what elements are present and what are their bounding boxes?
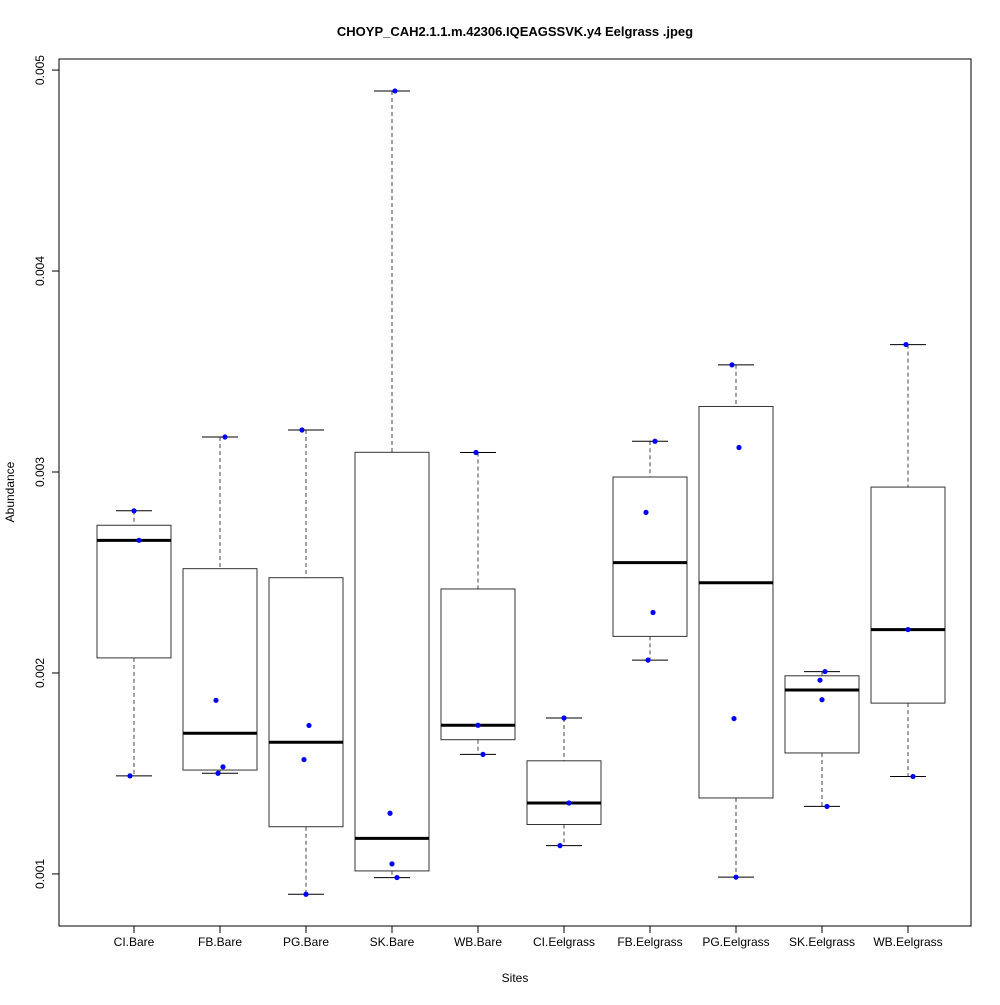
- box-ci-bare: [96, 508, 172, 779]
- x-axis: CI.Bare FB.Bare PG.Bare SK.Bare WB.Bare CI.Ee…: [114, 926, 943, 949]
- box-sk-eelgrass: [784, 668, 860, 810]
- x-axis-label: Sites: [502, 971, 529, 985]
- data-point: [215, 770, 221, 776]
- chart-title: CHOYP_CAH2.1.1.m.42306.IQEAGSSVK.y4 Eelg…: [337, 24, 693, 39]
- data-point: [736, 444, 742, 451]
- y-tick-label: 0.002: [33, 658, 47, 688]
- x-tick-label: PG.Eelgrass: [702, 935, 769, 949]
- data-point: [733, 874, 739, 880]
- iqr-box: [784, 675, 860, 754]
- iqr-box: [182, 568, 258, 771]
- x-tick-label: WB.Bare: [454, 935, 502, 949]
- box-pg-bare: [268, 427, 344, 897]
- box-ci-eelgrass: [526, 715, 602, 849]
- x-tick-label: PG.Bare: [283, 935, 329, 949]
- data-point: [136, 537, 142, 543]
- data-point: [220, 764, 226, 770]
- y-tick-label: 0.001: [33, 859, 47, 889]
- y-axis: 0.001 0.002 0.003 0.004 0.005: [33, 55, 59, 889]
- box-fb-eelgrass: [612, 438, 688, 663]
- box-wb-eelgrass: [870, 341, 946, 780]
- iqr-box: [96, 524, 172, 659]
- x-tick-label: CI.Bare: [114, 935, 155, 949]
- data-point: [817, 677, 823, 683]
- data-point: [819, 697, 825, 703]
- plot-frame: [58, 58, 972, 927]
- data-point: [392, 88, 398, 94]
- data-point: [566, 800, 572, 806]
- data-point: [301, 756, 307, 763]
- data-point: [389, 861, 395, 867]
- data-point: [822, 668, 828, 675]
- x-tick-label: FB.Bare: [198, 935, 242, 949]
- data-point: [643, 509, 649, 515]
- boxes: [96, 88, 946, 897]
- x-tick-label: WB.Eelgrass: [873, 935, 942, 949]
- data-point: [905, 626, 911, 633]
- x-tick-label: CI.Eelgrass: [533, 935, 595, 949]
- iqr-box: [612, 476, 688, 637]
- data-point: [475, 722, 481, 728]
- iqr-box: [440, 588, 516, 741]
- box-fb-bare: [182, 434, 258, 776]
- data-point: [731, 715, 737, 722]
- data-point: [303, 891, 309, 897]
- y-tick-label: 0.005: [33, 55, 47, 85]
- y-tick-label: 0.004: [33, 256, 47, 286]
- data-point: [387, 810, 393, 816]
- data-point: [729, 362, 735, 368]
- x-tick-label: SK.Bare: [370, 935, 415, 949]
- data-point: [645, 657, 651, 663]
- data-point: [557, 843, 563, 849]
- iqr-box: [870, 486, 946, 704]
- iqr-box: [354, 451, 430, 872]
- x-tick-label: FB.Eelgrass: [617, 935, 682, 949]
- data-point: [222, 434, 228, 440]
- box-sk-bare: [354, 88, 430, 881]
- data-point: [131, 508, 137, 514]
- data-point: [910, 773, 916, 780]
- iqr-box: [526, 760, 602, 826]
- data-point: [213, 697, 219, 703]
- data-point: [824, 803, 830, 810]
- iqr-box: [268, 577, 344, 828]
- data-point: [903, 341, 909, 348]
- data-point: [480, 751, 486, 757]
- data-point: [127, 773, 133, 779]
- data-point: [306, 722, 312, 729]
- data-point: [561, 715, 567, 721]
- box-pg-eelgrass: [698, 362, 774, 880]
- data-point: [473, 449, 479, 456]
- data-point: [650, 609, 656, 616]
- y-axis-label: Abundance: [3, 461, 17, 522]
- data-point: [652, 438, 658, 444]
- x-tick-label: SK.Eelgrass: [789, 935, 855, 949]
- box-wb-bare: [440, 449, 516, 757]
- iqr-box: [698, 405, 774, 799]
- data-point: [299, 427, 305, 433]
- data-point: [394, 874, 400, 881]
- y-tick-label: 0.003: [33, 457, 47, 487]
